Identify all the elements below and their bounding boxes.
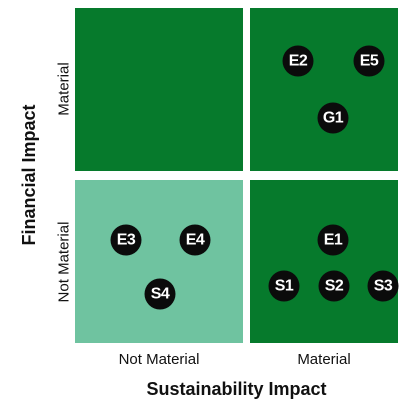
- x-axis-tick-not-material: Not Material: [118, 351, 200, 368]
- quadrant-financial-material-sustainability-material: [250, 8, 398, 171]
- x-axis-tick-material: Material: [297, 351, 351, 368]
- topic-badge-e5: E5: [353, 45, 385, 77]
- y-axis-tick-material: Material: [55, 62, 72, 116]
- topic-badge-e3: E3: [110, 224, 142, 256]
- quadrant-financial-not-material-sustainability-not-material: [75, 180, 243, 343]
- y-axis-tick-not-material: Not Material: [55, 221, 72, 303]
- topic-badge-e4: E4: [179, 224, 211, 256]
- y-axis-title: Financial Impact: [19, 104, 39, 246]
- topic-badge-s2: S2: [318, 270, 350, 302]
- topic-badge-s1: S1: [268, 270, 300, 302]
- x-axis-title: Sustainability Impact: [146, 379, 327, 399]
- quadrant-financial-not-material-sustainability-material: [250, 180, 398, 343]
- topic-badge-s4: S4: [144, 278, 176, 310]
- topic-badge-s3: S3: [367, 270, 399, 302]
- topic-badge-g1: G1: [317, 102, 349, 134]
- topic-badge-e2: E2: [282, 45, 314, 77]
- quadrant-financial-material-sustainability-not-material: [75, 8, 243, 171]
- topic-badge-e1: E1: [317, 224, 349, 256]
